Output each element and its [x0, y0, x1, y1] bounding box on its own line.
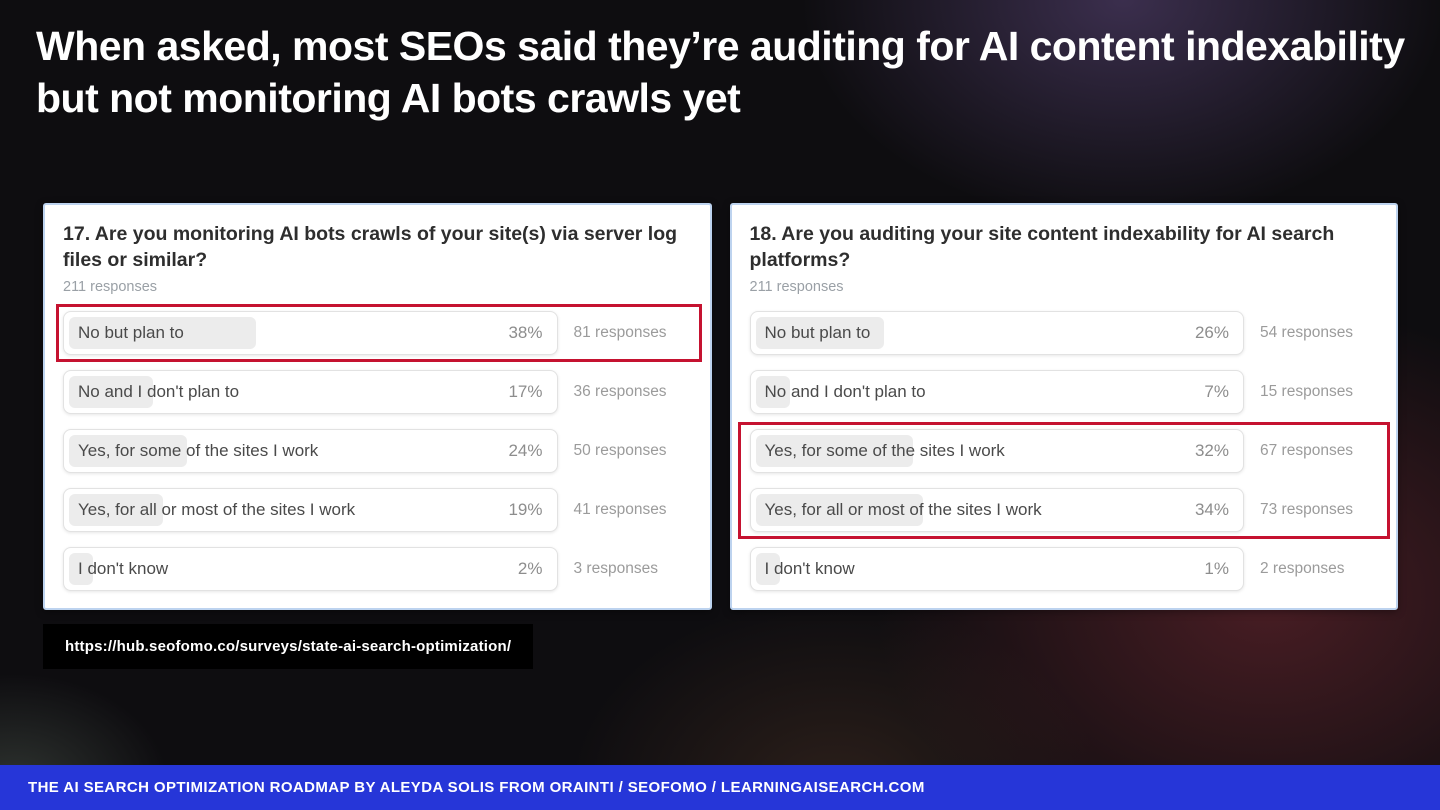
answer-bar-fill: [69, 435, 188, 467]
answer-label: Yes, for some of the sites I work: [764, 441, 1005, 460]
answer-option: Yes, for all or most of the sites I work…: [63, 488, 558, 532]
answer-option: No but plan to 26%: [749, 311, 1244, 355]
question-title-q18: 18. Are you auditing your site content i…: [749, 223, 1335, 272]
answer-percent: 32%: [1194, 441, 1229, 460]
answer-count: 41 responses: [573, 501, 667, 518]
question-title-q17: 17. Are you monitoring AI bots crawls of…: [63, 223, 678, 272]
answer-count: 2 responses: [1260, 560, 1345, 577]
answer-percent: 7%: [1204, 382, 1229, 401]
answer-count: 15 responses: [1260, 383, 1354, 400]
survey-cards: 17. Are you monitoring AI bots crawls of…: [43, 203, 1398, 610]
answer-count: 54 responses: [1260, 324, 1354, 341]
answer-percent: 26%: [1194, 323, 1229, 342]
answer-option: I don't know 1%: [749, 547, 1244, 591]
responses-total-q17: 211 responses: [63, 279, 158, 295]
answer-option: I don't know 2%: [63, 547, 558, 591]
answer-row: Yes, for some of the sites I work 24% 50…: [63, 429, 692, 473]
answer-count: 50 responses: [573, 442, 667, 459]
answer-rows-q17: No but plan to 38% 81 responses No and I…: [56, 304, 702, 591]
answer-count: 36 responses: [573, 383, 667, 400]
answer-percent: 38%: [508, 323, 543, 342]
answer-percent: 1%: [1204, 559, 1229, 578]
answer-percent: 34%: [1194, 500, 1229, 519]
answer-count: 73 responses: [1260, 501, 1354, 518]
answer-bar-fill: [69, 317, 257, 349]
answer-bar-fill: [755, 317, 884, 349]
answer-rows-q18: No but plan to 26% 54 responses No and I…: [737, 311, 1390, 591]
answer-label: No and I don't plan to: [764, 382, 926, 401]
answer-row: Yes, for some of the sites I work 32% 67…: [749, 429, 1379, 473]
answer-percent: 19%: [508, 500, 543, 519]
answer-bar-fill: [755, 494, 923, 526]
answer-option: Yes, for some of the sites I work 24%: [63, 429, 558, 473]
answer-count: 67 responses: [1260, 442, 1354, 459]
survey-card-q18: 18. Are you auditing your site content i…: [729, 203, 1398, 610]
slide-title: When asked, most SEOs said they’re audit…: [36, 23, 1405, 122]
source-url-text: https://hub.seofomo.co/surveys/state-ai-…: [65, 638, 512, 655]
answer-bar-fill: [755, 435, 914, 467]
answer-percent: 17%: [508, 382, 543, 401]
answer-percent: 2%: [517, 559, 543, 578]
answer-bar-fill: [69, 376, 153, 408]
answer-row: Yes, for all or most of the sites I work…: [749, 488, 1379, 532]
answer-bar-fill: [755, 376, 790, 408]
answer-label: No and I don't plan to: [78, 382, 240, 401]
answer-row: Yes, for all or most of the sites I work…: [63, 488, 692, 532]
answer-label: Yes, for all or most of the sites I work: [78, 500, 356, 519]
answer-count: 3 responses: [573, 560, 658, 577]
answer-label: Yes, for all or most of the sites I work: [764, 500, 1042, 519]
source-url: https://hub.seofomo.co/surveys/state-ai-…: [43, 624, 534, 669]
answer-row: I don't know 2% 3 responses: [63, 547, 692, 591]
answer-row: No and I don't plan to 7% 15 responses: [749, 370, 1379, 414]
answer-option: No and I don't plan to 7%: [749, 370, 1244, 414]
footer-text: THE AI SEARCH OPTIMIZATION ROADMAP BY AL…: [28, 779, 925, 796]
answer-label: I don't know: [764, 559, 855, 578]
answer-bar-fill: [755, 553, 780, 585]
answer-option: No and I don't plan to 17%: [63, 370, 558, 414]
answer-count: 81 responses: [573, 324, 667, 341]
answer-label: Yes, for some of the sites I work: [78, 441, 319, 460]
survey-card-q17: 17. Are you monitoring AI bots crawls of…: [43, 203, 712, 610]
answer-label: No but plan to: [764, 323, 871, 342]
answer-row: I don't know 1% 2 responses: [749, 547, 1379, 591]
answer-percent: 24%: [508, 441, 543, 460]
answer-label: I don't know: [78, 559, 169, 578]
answer-option: Yes, for some of the sites I work 32%: [749, 429, 1244, 473]
answer-bar-fill: [69, 553, 93, 585]
answer-option: No but plan to 38%: [63, 311, 558, 355]
responses-total-q18: 211 responses: [749, 279, 844, 295]
answer-bar-fill: [69, 494, 163, 526]
answer-label: No but plan to: [78, 323, 184, 342]
answer-row: No but plan to 38% 81 responses: [63, 311, 692, 355]
footer-bar: THE AI SEARCH OPTIMIZATION ROADMAP BY AL…: [0, 765, 1440, 810]
answer-option: Yes, for all or most of the sites I work…: [749, 488, 1244, 532]
answer-row: No but plan to 26% 54 responses: [749, 311, 1379, 355]
answer-row: No and I don't plan to 17% 36 responses: [63, 370, 692, 414]
